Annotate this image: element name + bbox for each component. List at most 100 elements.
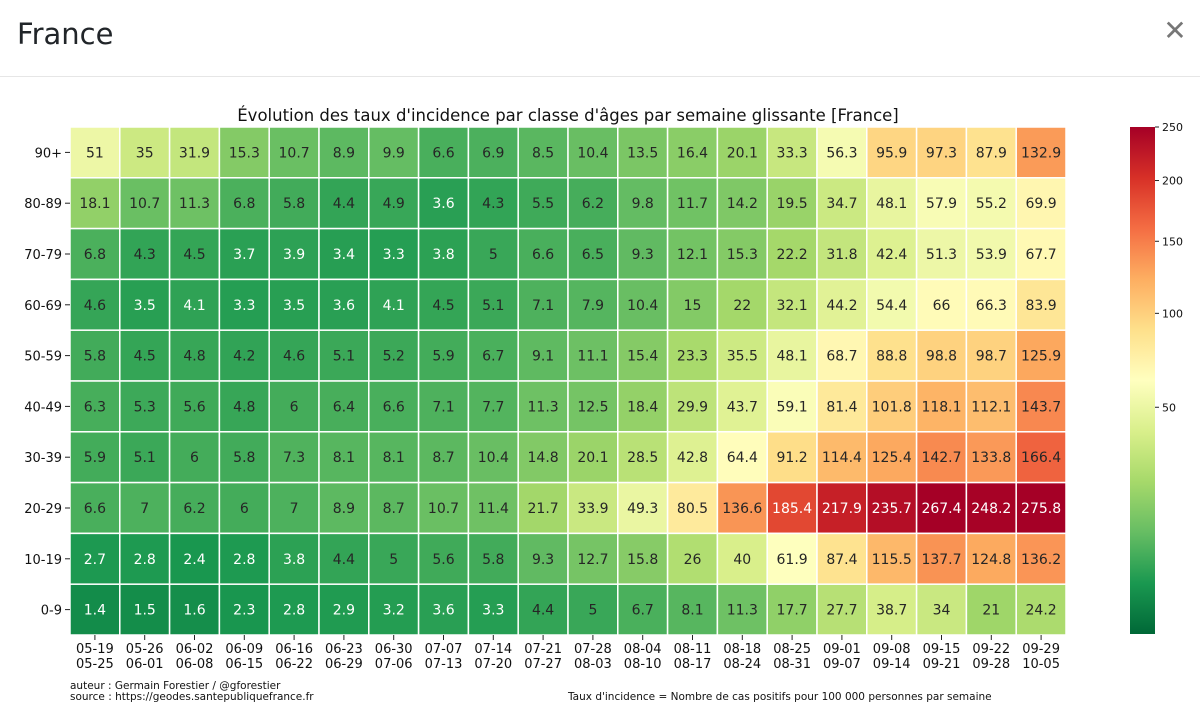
footnote-author: auteur : Germain Forestier / @gforestier: [70, 680, 281, 692]
heatmap-cell: [1015, 481, 1067, 535]
heatmap-cell: [567, 126, 619, 179]
cell-value-label: 35.5: [727, 349, 758, 365]
cell-value-label: 5.8: [233, 450, 255, 466]
cell-value-label: 6: [240, 501, 249, 517]
y-tick-label: 20-29: [24, 502, 62, 517]
cell-value-label: 98.7: [976, 349, 1007, 365]
x-tick-label: 06-09: [225, 642, 263, 657]
heatmap-cell: [567, 380, 619, 433]
cell-value-label: 6.8: [233, 196, 255, 212]
heatmap-cell: [915, 126, 968, 179]
cell-value-label: 7: [290, 501, 299, 517]
y-tick-label: 10-19: [24, 553, 62, 568]
heatmap-cell: [965, 126, 1017, 179]
heatmap-cell: [866, 431, 918, 484]
heatmap-cell: [417, 532, 470, 585]
cell-value-label: 9.3: [632, 247, 654, 263]
heatmap-cell: [915, 380, 968, 433]
cell-value-label: 51: [86, 145, 104, 161]
x-tick-label: 09-01: [823, 642, 861, 657]
heatmap-cell: [766, 227, 818, 281]
y-tick-label: 50-59: [24, 350, 62, 365]
cell-value-label: 6.8: [84, 247, 106, 263]
x-tick-label: 08-18: [723, 642, 761, 657]
heatmap-cell: [268, 227, 320, 281]
cell-value-label: 267.4: [921, 501, 961, 517]
cell-value-label: 11.7: [677, 196, 708, 212]
cell-value-label: 19.5: [777, 196, 808, 212]
x-tick-label: 07-13: [425, 657, 463, 672]
cell-value-label: 5.9: [84, 450, 106, 466]
cell-value-label: 8.7: [432, 450, 454, 466]
cell-value-label: 4.2: [233, 349, 255, 365]
heatmap-cell: [716, 532, 768, 585]
cell-value-label: 10.4: [478, 450, 509, 466]
x-tick-label: 07-28: [574, 642, 612, 657]
heatmap-cell: [69, 583, 121, 636]
cell-value-label: 9.8: [632, 196, 654, 212]
x-tick-label: 07-20: [474, 657, 512, 672]
cell-value-label: 31.8: [826, 247, 857, 263]
cell-value-label: 125.9: [1021, 349, 1061, 365]
heatmap-cell: [915, 329, 968, 382]
cell-value-label: 54.4: [876, 298, 907, 314]
heatmap-cell: [119, 481, 171, 535]
cell-value-label: 143.7: [1021, 399, 1061, 415]
cell-value-label: 4.4: [333, 552, 355, 568]
cell-value-label: 3.5: [134, 298, 156, 314]
cell-value-label: 53.9: [976, 247, 1007, 263]
heatmap-cell: [119, 177, 171, 230]
heatmap-cell: [816, 126, 868, 179]
heatmap-cell: [1015, 177, 1067, 230]
cell-value-label: 81.4: [826, 399, 857, 415]
cell-value-label: 8.1: [383, 450, 405, 466]
cell-value-label: 166.4: [1021, 450, 1061, 466]
heatmap-cells: 51 35 31.9 15.3 10.7 8.9 9.9 6.6 6.9 8.5 10.4 13.5 1…: [69, 126, 1067, 636]
heatmap-cell: [766, 278, 818, 331]
cell-value-label: 185.4: [772, 501, 812, 517]
y-tick-label: 30-39: [24, 451, 62, 466]
cell-value-label: 80.5: [677, 501, 708, 517]
cell-value-label: 17.7: [777, 603, 808, 619]
cell-value-label: 42.8: [677, 450, 708, 466]
cell-value-label: 26: [684, 552, 702, 568]
cell-value-label: 48.1: [876, 196, 907, 212]
cell-value-label: 38.7: [876, 603, 907, 619]
cell-value-label: 33.9: [577, 501, 608, 517]
cell-value-label: 18.1: [79, 196, 110, 212]
modal-header: France ✕: [0, 0, 1200, 77]
cell-value-label: 56.3: [826, 145, 857, 161]
close-icon[interactable]: ✕: [1163, 14, 1187, 47]
cell-value-label: 6.2: [183, 501, 205, 517]
heatmap-cell: [168, 227, 221, 281]
x-tick-label: 05-26: [126, 642, 164, 657]
cell-value-label: 3.8: [283, 552, 305, 568]
cell-value-label: 14.8: [528, 450, 559, 466]
cell-value-label: 1.4: [84, 603, 106, 619]
cell-value-label: 22.2: [777, 247, 808, 263]
heatmap-cell: [318, 278, 370, 331]
cell-value-label: 31.9: [179, 145, 210, 161]
cell-value-label: 5.1: [134, 450, 156, 466]
cell-value-label: 11.3: [528, 399, 559, 415]
heatmap-cell: [218, 481, 270, 535]
heatmap-cell: [1015, 329, 1067, 382]
heatmap-cell: [517, 329, 569, 382]
cell-value-label: 12.5: [577, 399, 608, 415]
heatmap-cell: [617, 227, 669, 281]
y-tick-label: 40-49: [24, 400, 62, 415]
heatmap-cell: [816, 329, 868, 382]
cell-value-label: 34: [933, 603, 951, 619]
cell-value-label: 11.1: [577, 349, 608, 365]
x-tick-label: 09-21: [923, 657, 961, 672]
cell-value-label: 21: [982, 603, 1000, 619]
cell-value-label: 23.3: [677, 349, 708, 365]
cell-value-label: 5.6: [432, 552, 454, 568]
cell-value-label: 13.5: [627, 145, 658, 161]
heatmap-cell: [368, 380, 420, 433]
heatmap-cell: [766, 126, 818, 179]
x-tick-label: 09-22: [972, 642, 1010, 657]
cell-value-label: 3.6: [432, 603, 454, 619]
cell-value-label: 4.4: [333, 196, 355, 212]
